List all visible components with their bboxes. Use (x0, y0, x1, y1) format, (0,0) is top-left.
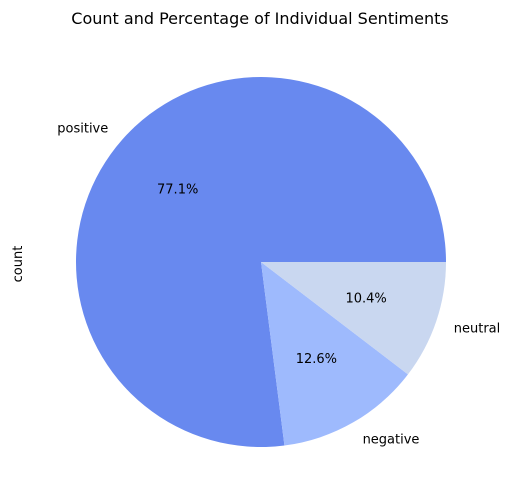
slice-label-positive: positive (57, 122, 108, 137)
slice-label-neutral: neutral (454, 321, 501, 336)
pie-slice-negative (261, 262, 408, 446)
pct-label-neutral: 10.4% (345, 292, 386, 307)
pct-label-negative: 12.6% (296, 352, 337, 367)
pie-slice-positive (76, 77, 446, 448)
chart-title: Count and Percentage of Individual Senti… (71, 9, 448, 28)
pct-label-positive: 77.1% (157, 183, 198, 198)
y-axis-label: count (11, 246, 26, 283)
pie-labels: positive 77.1% negative 12.6% neutral 10.4% (57, 122, 500, 448)
pie-slice-neutral (261, 262, 446, 375)
slice-label-negative: negative (363, 432, 420, 447)
pie-slices (76, 77, 446, 448)
